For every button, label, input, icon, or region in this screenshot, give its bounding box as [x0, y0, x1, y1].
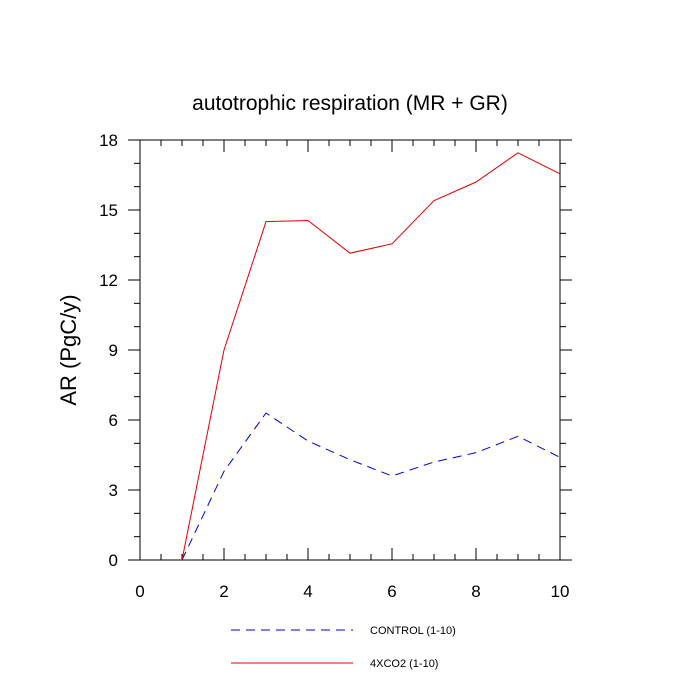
legend-label: 4XCO2 (1-10) — [370, 658, 438, 670]
series-line-4xco2 — [181, 152, 560, 560]
legend-label: CONTROL (1-10) — [370, 625, 456, 637]
x-tick-label: 0 — [135, 582, 144, 601]
y-axis-label: AR (PgC/y) — [56, 294, 81, 405]
series-line-control — [181, 412, 560, 560]
x-tick-label: 6 — [387, 582, 396, 601]
y-tick-label: 3 — [109, 481, 118, 500]
legend: CONTROL (1-10) 4XCO2 (1-10) — [231, 625, 456, 670]
x-tick-label: 8 — [471, 582, 480, 601]
x-tick-label: 4 — [303, 582, 312, 601]
series-layer — [181, 152, 560, 560]
y-tick-label: 12 — [99, 271, 118, 290]
y-tick-label: 18 — [99, 131, 118, 150]
x-tick-label: 10 — [551, 582, 570, 601]
plot-frame — [139, 139, 561, 561]
y-tick-label: 9 — [109, 341, 118, 360]
axis-ticks: 0 2 4 6 8 10 0 3 6 9 12 15 18 — [99, 131, 572, 601]
y-tick-label: 0 — [109, 551, 118, 570]
y-tick-label: 6 — [109, 411, 118, 430]
chart-title: autotrophic respiration (MR + GR) — [192, 92, 508, 115]
y-tick-label: 15 — [99, 201, 118, 220]
x-tick-label: 2 — [219, 582, 228, 601]
